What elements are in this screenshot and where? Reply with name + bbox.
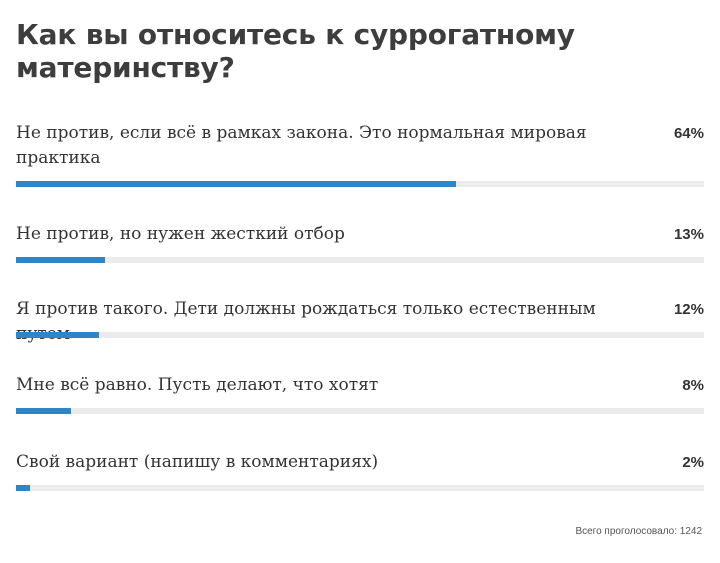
poll-option-bar-track	[16, 257, 704, 263]
poll-option-label: Я против такого. Дети должны рождаться т…	[16, 299, 596, 344]
poll-option-percent: 12%	[673, 301, 704, 318]
poll-option-bar-track	[16, 408, 704, 414]
poll-title: Как вы относитесь к суррогатному материн…	[16, 18, 575, 84]
poll-option-bar-fill	[16, 257, 106, 263]
poll-option-label: Свой вариант (напишу в комментариях)	[16, 452, 379, 472]
poll-option-bar-fill	[16, 181, 457, 187]
total-votes: Всего проголосовало: 1242	[575, 526, 702, 537]
poll-option-percent: 2%	[682, 454, 704, 471]
poll-option-bar-track	[16, 485, 704, 491]
poll-option-bar-fill	[16, 332, 99, 338]
poll-option-percent: 64%	[673, 125, 704, 142]
poll-option-bar-fill	[16, 408, 72, 414]
poll-option-percent: 13%	[673, 226, 704, 243]
poll-option-label: Не против, если всё в рамках закона. Это…	[16, 123, 587, 168]
poll-option-bar-track	[16, 181, 704, 187]
poll-option-bar-track	[16, 332, 704, 338]
poll-option-bar-fill	[16, 485, 30, 491]
poll-widget: Как вы относитесь к суррогатному материн…	[16, 0, 704, 563]
poll-option-label: Мне всё равно. Пусть делают, что хотят	[16, 375, 379, 395]
poll-option-percent: 8%	[682, 377, 704, 394]
poll-option-label: Не против, но нужен жесткий отбор	[16, 224, 345, 244]
